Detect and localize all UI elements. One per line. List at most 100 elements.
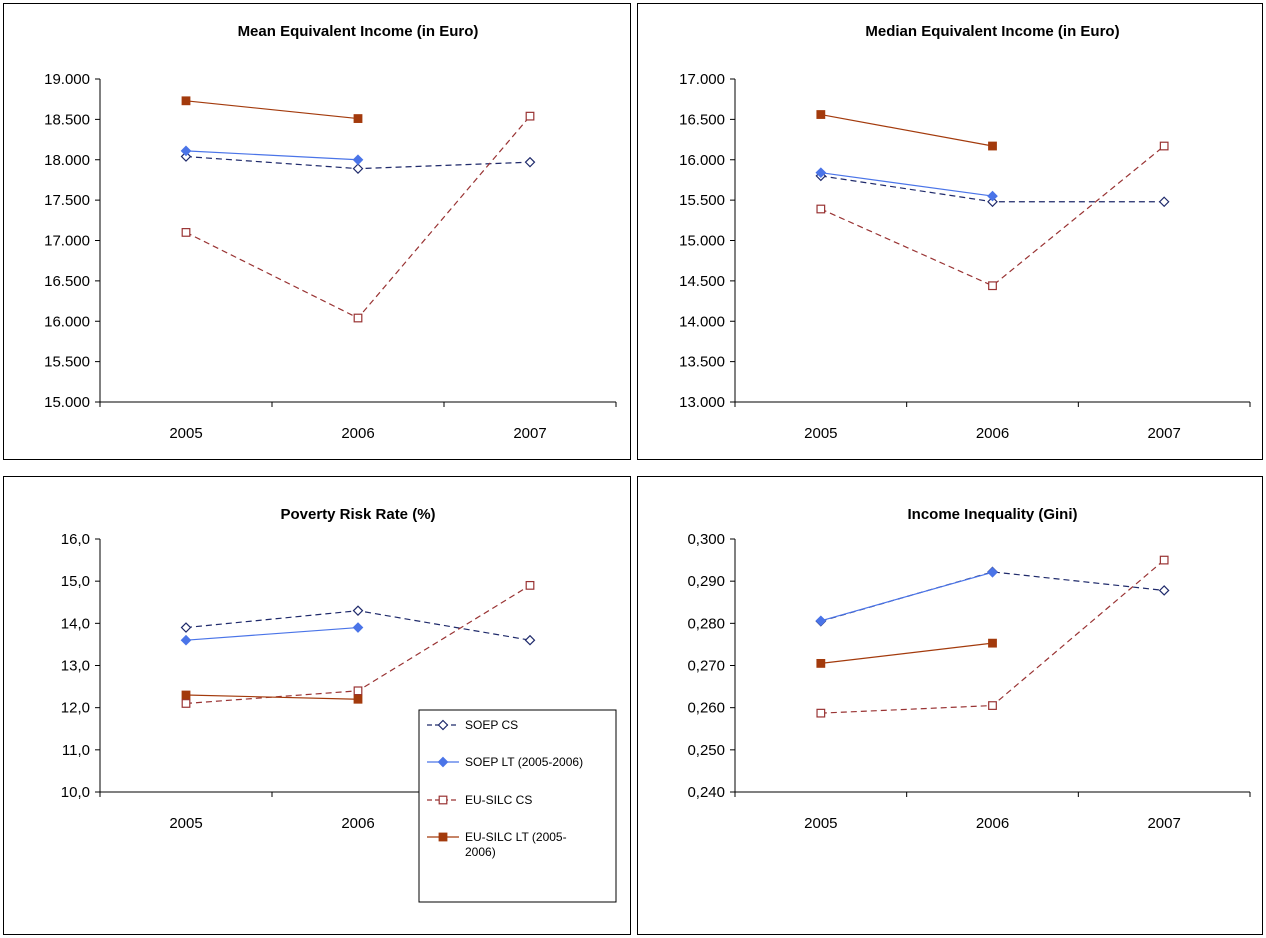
series-line <box>820 145 1165 287</box>
y-tick-label: 15,0 <box>61 573 90 590</box>
series-2 <box>180 622 364 646</box>
y-tick-label: 18.500 <box>44 111 90 128</box>
chart-title: Income Inequality (Gini) <box>907 506 1077 523</box>
legend-box <box>418 709 617 903</box>
x-tick-label: 2007 <box>1147 815 1180 832</box>
data-point <box>988 701 997 710</box>
legend-label: EU-SILC CS <box>465 793 532 807</box>
y-tick-label: 15.000 <box>44 394 90 411</box>
data-point <box>524 634 536 646</box>
series-3 <box>181 580 535 708</box>
y-tick-label: 0,260 <box>687 700 725 717</box>
y-tick-label: 16.500 <box>44 273 90 290</box>
legend: SOEP CS SOEP LT (2005-2006) EU-SILC CS EU-S… <box>418 709 617 903</box>
data-point <box>816 204 826 214</box>
data-point <box>1158 196 1170 208</box>
data-point <box>524 156 536 168</box>
y-tick-label: 0,280 <box>687 615 725 632</box>
data-point <box>525 111 535 121</box>
data-point <box>1159 555 1169 565</box>
y-tick-label: 0,300 <box>687 531 725 548</box>
data-point <box>988 141 997 151</box>
y-tick-label: 14.000 <box>679 313 725 330</box>
y-tick-label: 17.000 <box>44 233 90 250</box>
series-4 <box>181 690 363 704</box>
x-tick-label: 2006 <box>976 815 1009 832</box>
chart-panel-poverty-risk: Poverty Risk Rate (%) 10,0 11,0 12,0 13,0 14,… <box>3 476 631 935</box>
data-point <box>353 694 363 704</box>
series-4 <box>816 638 997 668</box>
chart-title: Mean Equivalent Income (in Euro) <box>238 23 479 40</box>
y-tick-label: 16.500 <box>679 111 725 128</box>
series-3 <box>816 141 1169 291</box>
data-point <box>352 622 364 633</box>
data-point <box>987 566 998 578</box>
x-tick-label: 2006 <box>341 815 374 832</box>
series-line <box>820 172 993 197</box>
data-point <box>1158 585 1170 596</box>
series-line <box>820 571 1165 622</box>
data-point <box>816 658 826 668</box>
data-point <box>815 167 827 179</box>
series-2 <box>815 167 998 202</box>
y-tick-label: 0,250 <box>687 742 725 759</box>
legend-marker <box>437 719 449 731</box>
y-tick-label: 17.000 <box>679 71 725 88</box>
series-3 <box>816 555 1169 718</box>
y-tick-label: 17.500 <box>44 192 90 209</box>
data-point <box>181 228 191 237</box>
series-line <box>185 584 531 705</box>
x-tick-label: 2005 <box>169 815 202 832</box>
data-point <box>988 281 997 291</box>
legend-label: SOEP LT (2005-2006) <box>465 755 583 769</box>
series-line <box>820 113 993 147</box>
y-tick-label: 16.000 <box>44 313 90 330</box>
y-tick-label: 13,0 <box>61 658 90 675</box>
series-line <box>185 100 359 120</box>
data-point <box>352 154 364 166</box>
y-tick-label: 16.000 <box>679 152 725 169</box>
series-line <box>820 571 993 622</box>
data-point <box>987 190 998 202</box>
data-point <box>816 110 826 119</box>
series-3 <box>181 111 535 323</box>
series-2 <box>815 566 998 627</box>
chart-svg: Income Inequality (Gini) 0,240 0,250 0,260 0… <box>687 506 1251 832</box>
chart-svg: Mean Equivalent Income (in Euro) 15.000 15… <box>44 23 617 442</box>
y-tick-label: 0,240 <box>687 784 725 801</box>
data-point <box>180 145 192 157</box>
series-2 <box>180 145 364 166</box>
data-point <box>987 196 998 208</box>
data-point <box>353 114 363 123</box>
data-point <box>181 690 191 700</box>
chart-title: Poverty Risk Rate (%) <box>280 506 435 523</box>
chart-svg: Median Equivalent Income (in Euro) 13.000… <box>679 23 1251 442</box>
y-tick-label: 18.000 <box>44 152 90 169</box>
data-point <box>525 580 535 590</box>
y-tick-label: 13.000 <box>679 394 725 411</box>
chart-svg: Poverty Risk Rate (%) 10,0 11,0 12,0 13,0 14,… <box>61 506 617 903</box>
y-tick-label: 14,0 <box>61 615 90 632</box>
series-line <box>185 626 359 641</box>
data-point <box>181 699 191 708</box>
x-tick-label: 2007 <box>1147 425 1180 442</box>
data-point <box>353 313 363 323</box>
y-tick-label: 10,0 <box>61 784 90 801</box>
data-point <box>180 622 192 633</box>
x-tick-label: 2005 <box>804 815 837 832</box>
y-tick-label: 15.500 <box>44 354 90 371</box>
x-tick-label: 2007 <box>513 425 546 442</box>
series-4 <box>181 96 363 123</box>
series-line <box>820 642 993 664</box>
data-point <box>988 638 997 648</box>
data-point <box>180 634 192 646</box>
data-point <box>1159 141 1169 151</box>
chart-panel-median-income: Median Equivalent Income (in Euro) 13.000… <box>637 3 1263 460</box>
series-1 <box>815 170 1170 208</box>
y-tick-label: 19.000 <box>44 71 90 88</box>
legend-label: EU-SILC LT (2005-2006) <box>465 830 567 859</box>
series-line <box>185 115 531 319</box>
y-tick-label: 16,0 <box>61 531 90 548</box>
series-4 <box>816 110 997 151</box>
y-tick-label: 12,0 <box>61 700 90 717</box>
